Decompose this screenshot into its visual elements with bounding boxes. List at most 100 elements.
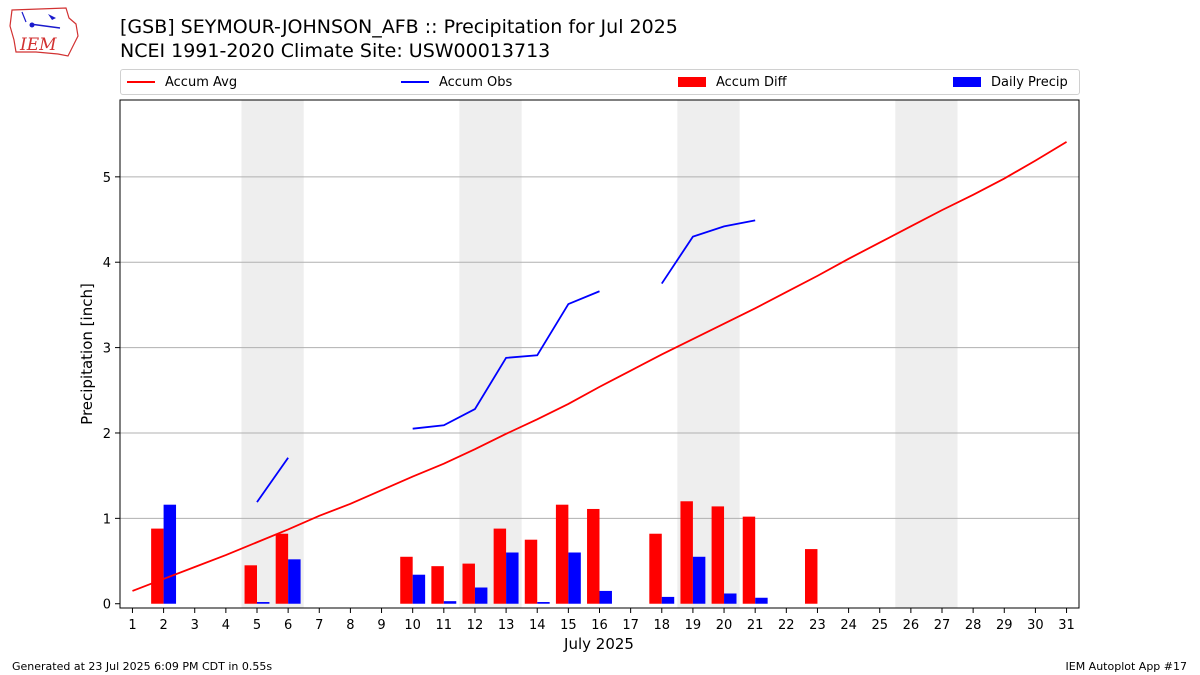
daily-precip-bar	[412, 574, 426, 604]
legend-label: Accum Obs	[439, 74, 513, 90]
daily-precip-bar	[257, 602, 270, 604]
accum-diff-bar	[524, 539, 538, 604]
x-tick-label: 23	[809, 618, 826, 633]
legend-item-accum-avg: Accum Avg	[127, 70, 237, 94]
chart-subtitle: NCEI 1991-2020 Climate Site: USW00013713	[120, 40, 551, 62]
x-tick-label: 13	[498, 618, 515, 633]
accum-diff-bar	[493, 528, 507, 604]
accum-diff-bar	[649, 533, 662, 604]
legend-item-accum-diff: Accum Diff	[678, 70, 787, 94]
x-tick-label: 17	[622, 618, 639, 633]
legend-swatch	[401, 81, 429, 83]
accum-diff-bar	[555, 504, 569, 604]
x-tick-label: 2	[159, 618, 167, 633]
x-tick-label: 8	[346, 618, 354, 633]
daily-precip-bar	[724, 593, 737, 604]
accum-diff-bar	[742, 516, 756, 604]
legend-swatch	[678, 77, 706, 87]
accum-obs-line	[256, 457, 289, 503]
x-tick-label: 30	[1027, 618, 1044, 633]
x-tick-label: 22	[778, 618, 795, 633]
x-tick-label: 29	[996, 618, 1013, 633]
x-axis-ticks: 1 2 3 4 5 6 7 8 9 10 11 12 13 14 15 16 17 18 19 20 21 22 23 24 2…	[128, 608, 1075, 633]
x-tick-label: 21	[747, 618, 764, 633]
accum-obs-line	[412, 290, 600, 430]
accum-diff-bar	[244, 565, 257, 604]
x-tick-label: 18	[653, 618, 670, 633]
lines	[132, 141, 1068, 592]
daily-precip-bar	[506, 552, 519, 604]
x-tick-label: 7	[315, 618, 323, 633]
x-tick-label: 20	[716, 618, 733, 633]
accum-diff-bar	[431, 566, 444, 604]
x-tick-label: 14	[529, 618, 546, 633]
legend-label: Accum Avg	[165, 74, 238, 90]
y-axis-label: Precipitation [inch]	[78, 283, 96, 425]
app-credit: IEM Autoplot App #17	[1065, 660, 1188, 673]
weekend-band	[459, 100, 522, 608]
daily-precip-bar	[755, 597, 768, 604]
x-tick-label: 3	[191, 618, 199, 633]
x-tick-label: 27	[934, 618, 951, 633]
chart-title: [GSB] SEYMOUR-JOHNSON_AFB :: Precipitati…	[120, 16, 678, 38]
iem-logo: IEM	[9, 7, 79, 57]
accum-obs-line	[661, 219, 756, 285]
legend-swatch	[127, 81, 155, 83]
x-tick-label: 11	[436, 618, 453, 633]
daily-precip-bar	[537, 602, 550, 604]
legend-swatch	[953, 77, 981, 87]
accum-diff-bar	[275, 533, 289, 604]
x-tick-label: 5	[253, 618, 261, 633]
accum-diff-bar	[587, 508, 600, 604]
x-tick-label: 31	[1058, 618, 1075, 633]
x-tick-label: 12	[467, 618, 484, 633]
x-tick-label: 16	[591, 618, 608, 633]
accum-diff-bar	[151, 528, 164, 604]
legend-item-accum-obs: Accum Obs	[401, 70, 512, 94]
generated-timestamp: Generated at 23 Jul 2025 6:09 PM CDT in …	[12, 660, 273, 673]
y-axis-ticks: 0 1 2 3 4 5	[103, 171, 120, 613]
accum-avg-line	[132, 141, 1068, 592]
x-tick-label: 10	[404, 618, 421, 633]
weekend-shading	[241, 100, 958, 608]
legend-label: Daily Precip	[991, 74, 1068, 90]
daily-precip-bar	[599, 590, 612, 604]
weekend-band	[241, 100, 304, 608]
daily-precip-bar	[568, 552, 581, 604]
daily-precip-bar	[443, 601, 457, 604]
legend-item-daily-precip: Daily Precip	[953, 70, 1068, 94]
y-tick-label: 5	[103, 171, 111, 186]
y-tick-label: 2	[103, 427, 111, 442]
y-tick-label: 4	[103, 256, 111, 271]
accum-diff-bar	[680, 501, 693, 604]
x-axis-label: July 2025	[563, 635, 634, 653]
accum-diff-bar	[805, 549, 818, 604]
y-tick-label: 3	[103, 342, 111, 357]
daily-precip-bar	[288, 559, 301, 604]
legend-label: Accum Diff	[716, 74, 787, 90]
state-outline-icon	[9, 7, 79, 57]
weather-station-icon	[29, 23, 61, 29]
legend: Accum Avg Accum Obs Accum Diff Daily Pre…	[120, 69, 1080, 95]
daily-precip-bar	[474, 587, 488, 604]
bars	[151, 501, 818, 604]
y-tick-label: 1	[103, 512, 111, 527]
x-tick-label: 26	[903, 618, 920, 633]
x-tick-label: 4	[222, 618, 230, 633]
logo-text: IEM	[19, 35, 57, 55]
y-tick-label: 0	[103, 598, 111, 613]
accum-diff-bar	[400, 556, 413, 604]
x-tick-label: 24	[840, 618, 857, 633]
daily-precip-bar	[163, 504, 177, 604]
x-tick-label: 15	[560, 618, 577, 633]
x-tick-label: 6	[284, 618, 292, 633]
weekend-band	[895, 100, 958, 608]
x-tick-label: 9	[377, 618, 385, 633]
accum-diff-bar	[462, 563, 475, 604]
x-tick-label: 28	[965, 618, 982, 633]
x-tick-label: 1	[128, 618, 136, 633]
x-tick-label: 19	[685, 618, 702, 633]
daily-precip-bar	[692, 556, 706, 604]
daily-precip-bar	[661, 596, 675, 604]
